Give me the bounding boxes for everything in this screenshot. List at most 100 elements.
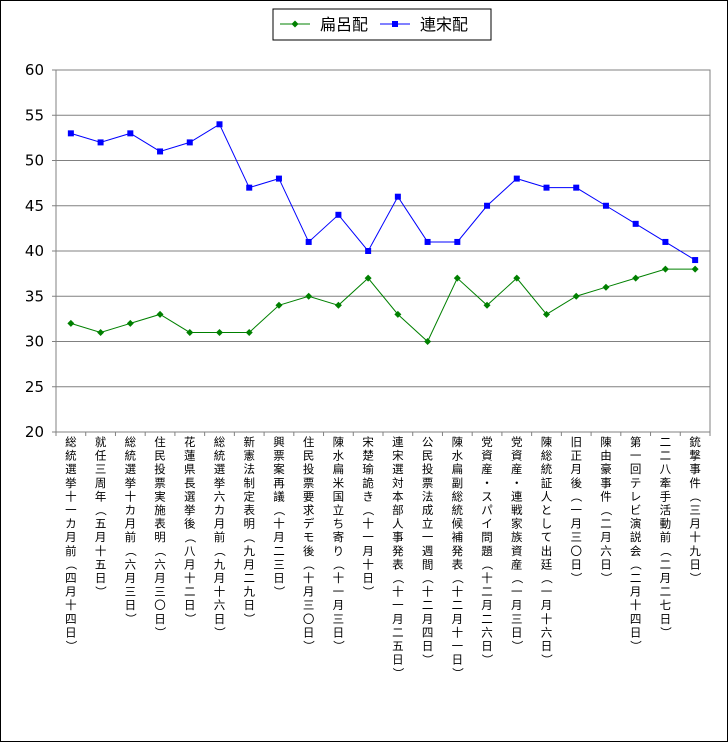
svg-text:蓮: 蓮	[184, 449, 196, 463]
svg-text:）: ）	[688, 572, 702, 584]
svg-text:月: 月	[660, 571, 672, 585]
svg-text:（: （	[629, 559, 643, 571]
svg-text:一: 一	[570, 503, 582, 517]
svg-text:し: し	[541, 517, 553, 531]
svg-text:資: 資	[511, 449, 523, 463]
svg-text:十: 十	[541, 612, 553, 626]
svg-text:立: 立	[422, 517, 434, 531]
svg-text:九: 九	[689, 544, 701, 558]
svg-text:一: 一	[511, 585, 523, 599]
svg-text:総: 総	[541, 449, 553, 463]
svg-text:カ: カ	[214, 503, 226, 517]
svg-text:憲: 憲	[243, 449, 255, 463]
svg-text:（: （	[480, 559, 494, 571]
svg-text:成: 成	[422, 503, 434, 517]
data-point	[126, 319, 134, 327]
svg-text:日: 日	[689, 557, 701, 571]
data-point	[661, 265, 669, 273]
svg-text:一: 一	[630, 449, 642, 463]
svg-text:総: 総	[65, 435, 77, 449]
svg-text:豪: 豪	[600, 462, 612, 476]
data-point	[394, 310, 402, 318]
svg-text:イ: イ	[481, 517, 493, 531]
svg-text:）: ）	[510, 640, 524, 652]
svg-text:産: 産	[511, 557, 523, 571]
svg-text:票: 票	[154, 476, 166, 490]
svg-text:年: 年	[95, 489, 107, 503]
svg-text:月: 月	[541, 598, 553, 612]
svg-text:二: 二	[660, 435, 672, 449]
svg-text:票: 票	[422, 476, 434, 490]
data-point	[127, 130, 134, 137]
svg-text:表: 表	[243, 503, 255, 517]
svg-text:統: 統	[452, 503, 464, 517]
svg-text:統: 統	[214, 449, 226, 463]
svg-text:後: 後	[570, 476, 582, 490]
svg-text:前: 前	[214, 530, 226, 544]
svg-text:日: 日	[125, 598, 137, 612]
svg-text:日: 日	[600, 557, 612, 571]
svg-text:九: 九	[214, 557, 226, 571]
gridlines	[56, 69, 710, 433]
svg-text:十: 十	[273, 517, 285, 531]
svg-text:手: 手	[660, 489, 672, 503]
svg-text:月: 月	[362, 544, 374, 558]
svg-text:（: （	[183, 531, 197, 543]
svg-text:二: 二	[481, 585, 493, 599]
svg-text:扁: 扁	[452, 462, 464, 476]
svg-text:本: 本	[392, 489, 404, 503]
svg-text:（: （	[599, 504, 613, 516]
svg-text:正: 正	[570, 449, 582, 463]
svg-text:・: ・	[481, 476, 493, 490]
svg-text:明: 明	[243, 517, 255, 531]
data-point	[216, 328, 223, 336]
svg-text:発: 発	[452, 544, 464, 558]
svg-text:党: 党	[481, 435, 493, 449]
data-point	[67, 130, 74, 137]
legend-label: 扁呂配	[320, 15, 368, 34]
svg-text:一: 一	[65, 503, 77, 517]
svg-text:）: ）	[123, 613, 137, 625]
svg-text:月: 月	[689, 517, 701, 531]
svg-text:人: 人	[392, 517, 404, 531]
svg-text:日: 日	[541, 639, 553, 653]
svg-text:二: 二	[273, 544, 285, 558]
svg-text:楚: 楚	[362, 449, 374, 463]
data-point	[275, 175, 282, 182]
svg-text:表: 表	[392, 557, 404, 571]
data-point	[157, 148, 164, 155]
svg-text:（: （	[272, 504, 286, 516]
svg-text:日: 日	[392, 653, 404, 667]
svg-text:（: （	[64, 559, 78, 571]
svg-text:（: （	[540, 572, 554, 584]
svg-text:件: 件	[600, 489, 612, 503]
svg-text:二: 二	[600, 517, 612, 531]
svg-text:四: 四	[422, 625, 434, 639]
data-point	[305, 292, 313, 300]
svg-text:十: 十	[125, 489, 137, 503]
data-point	[394, 193, 401, 200]
data-point	[691, 265, 699, 273]
svg-text:月: 月	[392, 612, 404, 626]
svg-text:寄: 寄	[333, 530, 345, 544]
svg-text:陳: 陳	[600, 435, 612, 449]
svg-text:花: 花	[184, 435, 196, 449]
svg-text:十: 十	[422, 585, 434, 599]
svg-text:六: 六	[481, 625, 493, 639]
svg-text:（: （	[450, 572, 464, 584]
svg-text:十: 十	[303, 571, 315, 585]
svg-text:三: 三	[154, 585, 166, 599]
svg-text:扁: 扁	[333, 462, 345, 476]
svg-text:）: ）	[540, 654, 554, 666]
svg-text:宋: 宋	[362, 435, 374, 449]
svg-text:〇: 〇	[154, 598, 166, 612]
svg-text:部: 部	[392, 503, 404, 517]
svg-text:十: 十	[452, 585, 464, 599]
svg-text:長: 長	[184, 476, 196, 490]
